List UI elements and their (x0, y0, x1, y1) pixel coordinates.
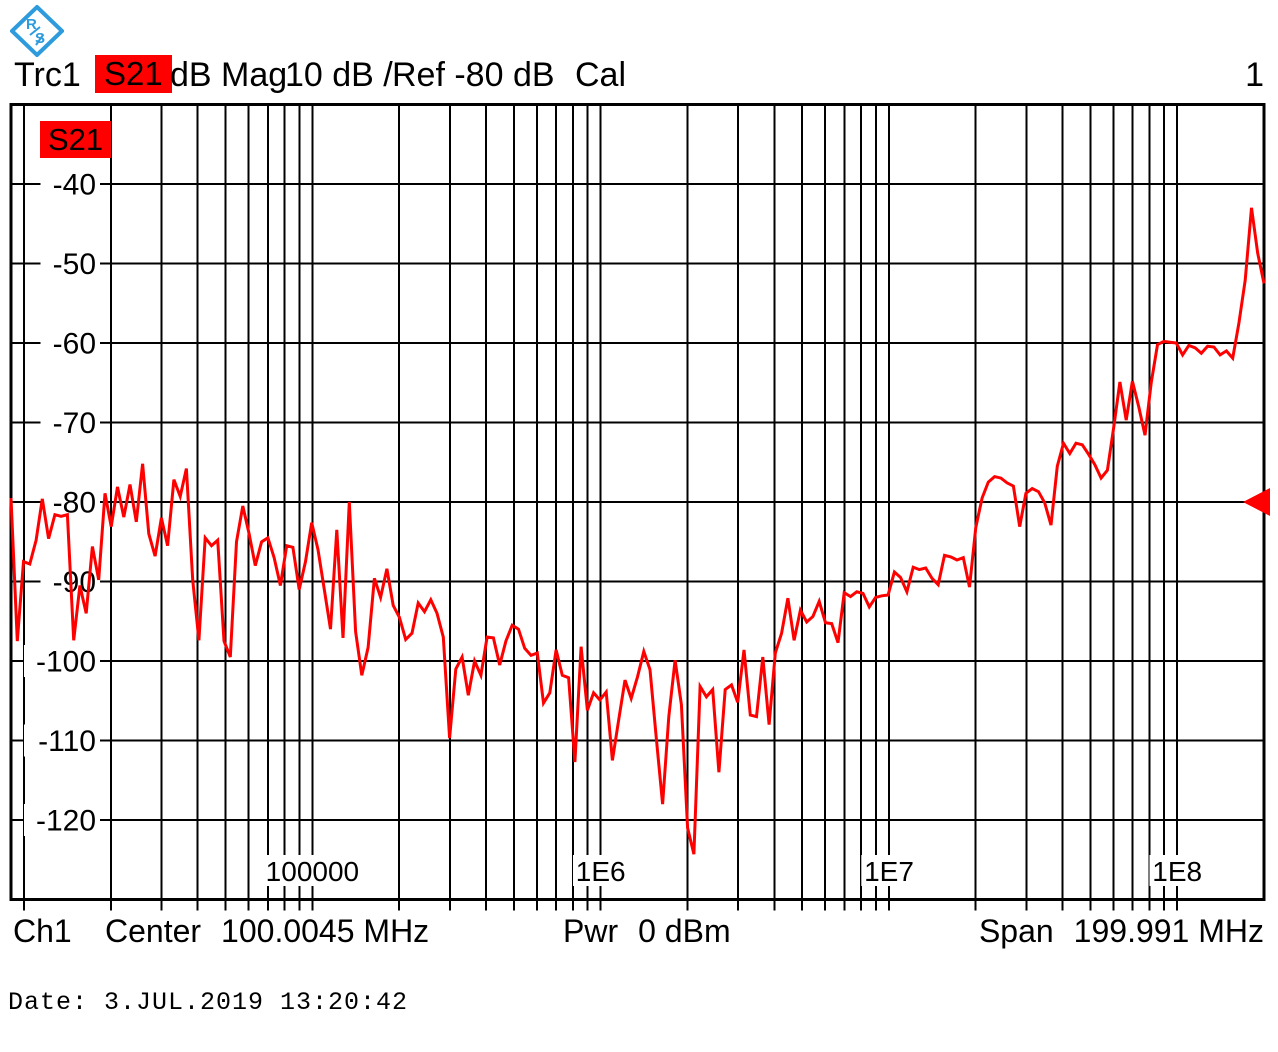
trace-badge[interactable]: S21 (40, 121, 112, 158)
y-label-backing (40, 327, 100, 359)
y-axis-label: -70 (53, 407, 96, 440)
y-label-backing (24, 724, 100, 757)
y-label-backing (24, 804, 100, 836)
rs-logo-diamond (10, 5, 64, 57)
x-label-backing (1149, 855, 1205, 886)
y-axis-label: -50 (53, 248, 96, 281)
trace-format-label[interactable]: dB Mag (170, 56, 288, 94)
y-axis-label: -80 (53, 487, 96, 520)
span-label: Span (978, 913, 1054, 949)
channel-label[interactable]: Ch1 (13, 913, 72, 949)
x-label-backing (261, 855, 364, 886)
ref-level-marker[interactable] (1243, 488, 1270, 516)
rs-logo-arrows (29, 26, 44, 46)
center-frequency-field[interactable]: Center 100.0045 MHz (105, 912, 429, 950)
y-axis-label: -100 (36, 646, 96, 679)
s21-trace (9, 207, 1266, 855)
power-label: Pwr (563, 913, 619, 949)
y-label-backing (40, 406, 100, 439)
rs-logo: R S (10, 5, 64, 57)
y-axis-label: -60 (53, 328, 96, 361)
x-axis-label: 1E8 (1152, 856, 1202, 887)
rs-logo-r: R (26, 16, 37, 33)
x-axis-label: 1E6 (576, 856, 626, 887)
window-number: 1 (1245, 56, 1264, 94)
x-label-backing (861, 855, 917, 886)
center-value: 100.0045 MHz (221, 913, 430, 949)
power-value: 0 dBm (638, 913, 731, 949)
trace-scale-label[interactable]: 10 dB / (285, 56, 393, 94)
y-label-backing (24, 645, 100, 677)
y-label-backing (40, 168, 100, 200)
y-label-backing (40, 486, 100, 518)
span-value: 199.991 MHz (1073, 913, 1264, 949)
center-label: Center (105, 913, 202, 949)
y-label-backing (40, 247, 100, 280)
measurement-badge[interactable]: S21 (95, 55, 172, 93)
cal-indicator: Cal (575, 56, 627, 94)
x-label-backing (573, 855, 629, 886)
date-time-stamp: Date: 3.JUL.2019 13:20:42 (8, 988, 409, 1017)
y-axis-label: -40 (53, 169, 96, 202)
y-axis-label: -110 (38, 725, 96, 758)
y-axis-label: -120 (36, 805, 96, 838)
x-axis-label: 1E7 (864, 856, 914, 887)
trace-reference-label[interactable]: Ref -80 dB (392, 56, 555, 94)
trace-label[interactable]: Trc1 (14, 56, 81, 94)
power-field[interactable]: Pwr 0 dBm (563, 912, 731, 950)
x-axis-label: 100000 (266, 856, 359, 887)
span-field[interactable]: Span 199.991 MHz (979, 912, 1264, 950)
